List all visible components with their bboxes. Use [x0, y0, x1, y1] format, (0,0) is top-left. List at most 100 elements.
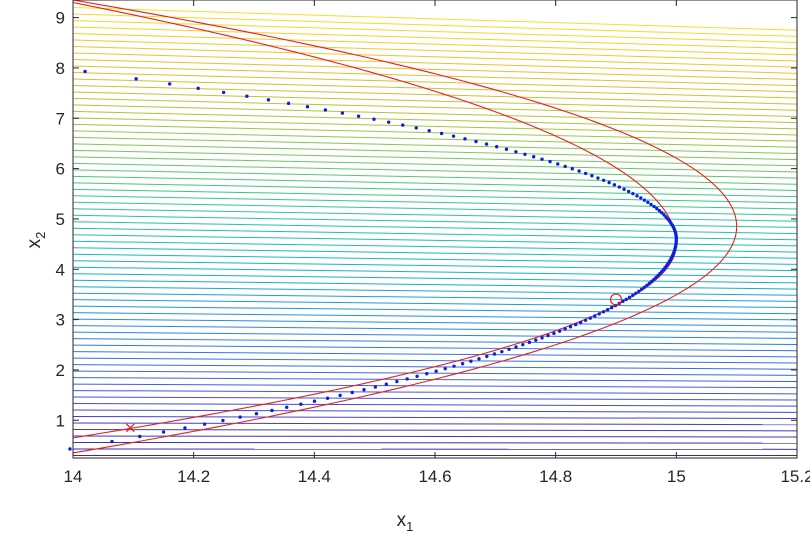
path-point — [202, 422, 207, 426]
contour-line — [72, 441, 798, 444]
path-point — [650, 279, 654, 284]
path-point — [627, 295, 632, 300]
path-point — [245, 94, 249, 98]
contour-line — [72, 58, 798, 81]
marker-layer — [125, 293, 623, 433]
path-point — [624, 297, 628, 302]
path-point — [527, 340, 532, 345]
contour-line — [72, 182, 798, 198]
path-point — [540, 157, 544, 161]
path-point — [500, 349, 504, 354]
contour-line — [72, 357, 798, 364]
path-point — [514, 150, 518, 154]
path-point — [305, 105, 310, 109]
contour-line — [72, 39, 798, 62]
x-tick-label: 15 — [667, 467, 686, 486]
contour-line — [72, 33, 798, 56]
path-point — [590, 174, 594, 178]
path-point — [161, 430, 166, 434]
path-point — [338, 393, 342, 398]
contour-line — [72, 403, 798, 407]
contour-line — [72, 201, 798, 216]
contour-line — [72, 351, 798, 358]
path-point — [607, 180, 611, 185]
path-point — [534, 338, 538, 342]
path-point — [583, 171, 588, 176]
path-point — [299, 402, 303, 406]
circle-marker — [609, 293, 623, 306]
contour-line — [72, 110, 798, 130]
contour-line — [72, 104, 798, 124]
contour-line — [72, 422, 798, 426]
path-point — [266, 98, 271, 102]
contour-line — [72, 396, 798, 401]
path-point — [138, 434, 142, 439]
x-tick-label: 14.8 — [539, 467, 572, 486]
path-point — [83, 69, 87, 74]
contour-line — [72, 370, 798, 376]
path-point — [563, 164, 567, 169]
contour-line — [72, 299, 798, 309]
path-point — [221, 90, 226, 95]
contour-line — [72, 162, 798, 179]
path-point — [642, 285, 647, 289]
contour-line — [72, 279, 798, 290]
contour-line — [72, 143, 798, 161]
contour-line — [72, 273, 798, 284]
x-tick-label: 14.2 — [177, 467, 210, 486]
path-point — [626, 189, 631, 194]
contour-line — [72, 409, 798, 413]
contour-line — [72, 338, 798, 346]
path-point — [474, 139, 478, 144]
contour-line — [72, 117, 798, 136]
path-point — [568, 325, 573, 329]
path-point — [395, 379, 399, 384]
contour-line — [72, 20, 798, 44]
path-point — [552, 331, 556, 336]
path-point — [639, 287, 644, 291]
path-point — [514, 345, 518, 349]
contour-line — [72, 169, 798, 185]
path-point — [601, 178, 606, 183]
path-point — [196, 86, 200, 91]
path-point — [167, 82, 172, 86]
contour-line — [72, 214, 798, 228]
contour-line — [72, 429, 798, 432]
contour-line — [72, 136, 798, 154]
y-tick-label: 3 — [56, 311, 65, 330]
path-point — [183, 426, 187, 430]
path-point — [563, 327, 567, 331]
contour-line — [72, 52, 798, 74]
y-tick-label: 7 — [56, 109, 65, 128]
x-tick-label: 15.2 — [780, 467, 810, 486]
path-point — [617, 185, 622, 189]
path-point — [609, 305, 614, 310]
y-tick-label: 1 — [56, 411, 65, 430]
path-point — [312, 399, 317, 403]
path-point — [660, 211, 664, 215]
path-point — [221, 418, 225, 423]
contour-line — [72, 123, 798, 142]
path-point — [485, 354, 489, 359]
path-point — [631, 293, 635, 298]
contour-line — [72, 175, 798, 191]
path-point — [662, 213, 666, 217]
y-tick-label: 6 — [56, 160, 65, 179]
path-point — [583, 318, 588, 322]
path-point — [350, 390, 354, 395]
path-point — [645, 283, 649, 288]
path-point — [635, 194, 639, 198]
path-point — [238, 415, 242, 419]
path-point — [596, 176, 600, 180]
path-point — [556, 162, 560, 166]
contour-line — [72, 240, 798, 253]
path-point — [657, 209, 662, 213]
path-point — [356, 114, 361, 118]
contour-line — [72, 266, 798, 278]
path-point — [415, 374, 419, 378]
path-point — [372, 117, 376, 121]
contour-line — [72, 149, 798, 167]
path-point — [492, 352, 497, 356]
path-point — [270, 408, 274, 413]
